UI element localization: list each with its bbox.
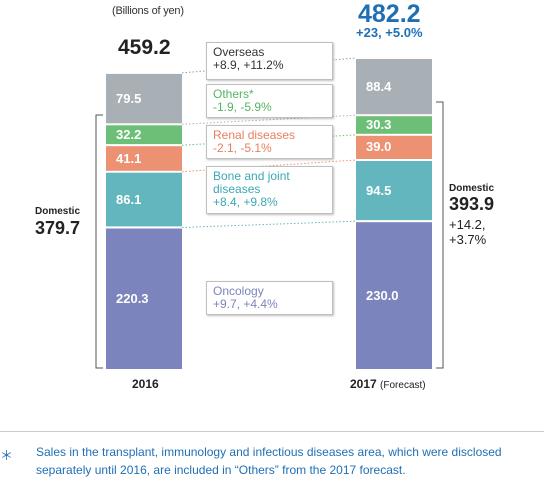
x-label-2017: 2017 (Forecast)	[350, 377, 426, 391]
legend-change-overseas: +8.9, +11.2%	[213, 58, 284, 72]
bar-bone-joint-2016	[106, 172, 182, 227]
bar-oncology-2017	[356, 222, 432, 369]
legend-box-overseas: Overseas +8.9, +11.2%	[206, 42, 333, 80]
legend-name-overseas: Overseas	[213, 45, 265, 59]
domestic-title-2017: Domestic	[449, 183, 495, 194]
connector-overseas	[181, 114, 357, 125]
legend-change-bone-joint: +8.4, +9.8%	[213, 195, 278, 209]
value-label-bone-joint-2017: 94.5	[366, 182, 392, 198]
total-2016: 459.2	[118, 36, 171, 59]
value-label-bone-joint-2016: 86.1	[116, 191, 142, 207]
value-label-oncology-2017: 230.0	[366, 287, 399, 303]
bar-oncology-2016	[106, 228, 182, 369]
value-label-others-2017: 30.3	[366, 117, 392, 132]
unit-label: (Billions of yen)	[112, 5, 184, 17]
footnote-divider	[0, 431, 544, 432]
bar-others-2017	[356, 116, 432, 134]
domestic-change-2017: +14.2, +3.7%	[449, 217, 486, 247]
bar-bone-joint-2017	[356, 161, 432, 221]
bar-overseas-2017	[356, 59, 432, 115]
domestic-brackets	[95, 101, 444, 369]
domestic-title-2016: Domestic	[35, 206, 81, 217]
legend-change-oncology: +9.7, +4.4%	[213, 297, 278, 311]
footnote-mark: ＊	[0, 448, 14, 463]
legend-name-oncology: Oncology	[213, 284, 264, 298]
domestic-bracket-2017	[436, 101, 444, 369]
value-label-renal-2016: 41.1	[116, 150, 142, 166]
value-label-renal-2017: 39.0	[366, 139, 392, 155]
value-label-overseas-2017: 88.4	[366, 78, 392, 94]
stacked-bar-chart	[95, 57, 444, 369]
legend-box-renal: Renal diseases -2.1, -5.1%	[206, 125, 333, 159]
x-label-2016: 2016	[132, 377, 159, 391]
bars-layer	[106, 59, 432, 369]
total-2017-change: +23, +5.0%	[356, 25, 423, 40]
domestic-value-2016: 379.7	[35, 218, 81, 238]
legend-change-renal: -2.1, -5.1%	[213, 141, 272, 155]
legend-name-others: Others*	[213, 87, 254, 101]
legend-box-oncology: Oncology +9.7, +4.4%	[206, 281, 333, 315]
domestic-change-2017-pct: +3.7%	[449, 232, 487, 247]
legend-name-bone-joint: Bone and joint diseases	[213, 169, 290, 196]
legend-name-renal: Renal diseases	[213, 128, 296, 142]
bar-others-2016	[106, 125, 182, 145]
legend-change-others: -1.9, -5.9%	[213, 100, 272, 114]
legend-box-others: Others* -1.9, -5.9%	[206, 84, 333, 118]
total-2017: 482.2	[358, 0, 421, 28]
domestic-bracket-2016	[95, 114, 103, 369]
bar-renal-2016	[106, 146, 182, 171]
value-label-oncology-2016: 220.3	[116, 290, 149, 306]
bar-overseas-2016	[106, 73, 182, 124]
value-label-overseas-2016: 79.5	[116, 90, 142, 106]
value-label-others-2016: 32.2	[116, 126, 142, 142]
domestic-value-2017: 393.9	[449, 194, 495, 214]
x-label-2017-note: (Forecast)	[380, 380, 426, 391]
connector-bone-joint	[181, 220, 357, 228]
domestic-change-2017-abs: +14.2,	[449, 217, 486, 232]
legend-box-bone-joint: Bone and joint diseases +8.4, +9.8%	[206, 166, 333, 214]
footnote-text: Sales in the transplant, immunology and …	[36, 445, 502, 477]
bar-renal-2017	[356, 135, 432, 159]
x-label-2017-year: 2017	[350, 377, 377, 391]
